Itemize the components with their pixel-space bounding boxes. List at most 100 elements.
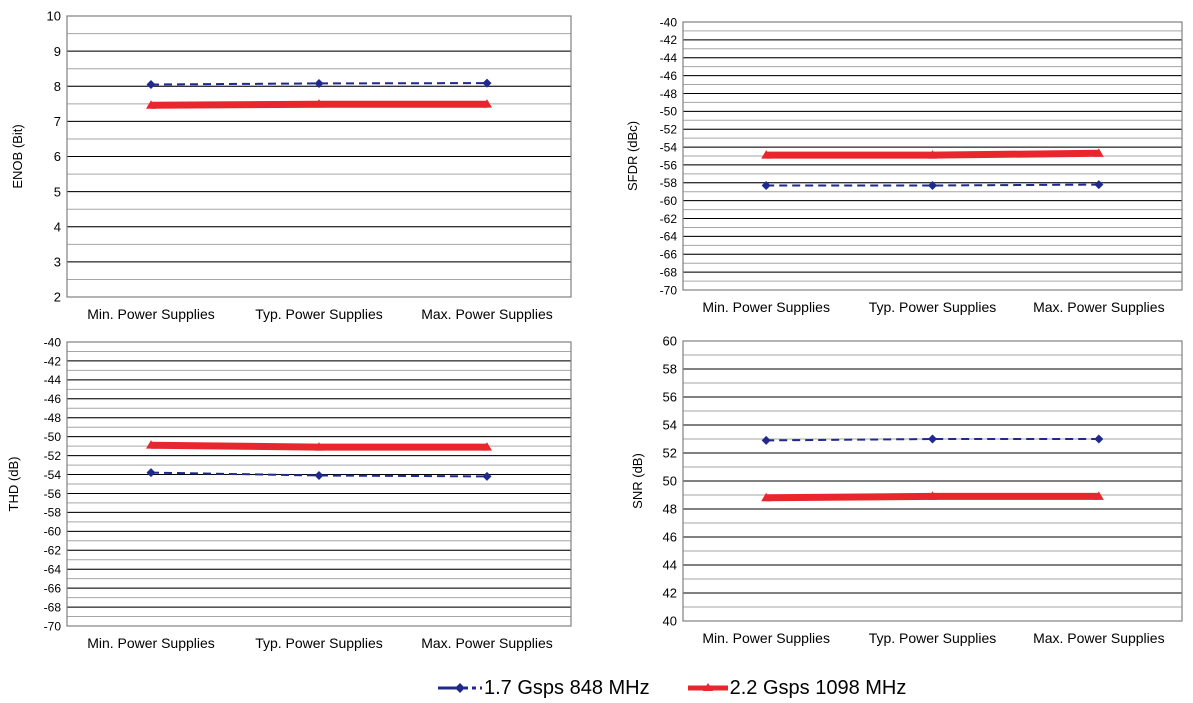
legend: 1.7 Gsps 848 MHz 2.2 Gsps 1098 MHz <box>438 676 944 700</box>
y-tick-label: 58 <box>663 362 677 377</box>
legend-item-series-1: 1.7 Gsps 848 MHz <box>438 677 650 700</box>
y-axis-label: ENOB (Bit) <box>10 124 25 188</box>
series-line-1 <box>766 183 1099 187</box>
y-axis-label: SFDR (dBc) <box>625 121 640 191</box>
x-tick-label: Max. Power Supplies <box>421 306 553 322</box>
y-tick-label: -56 <box>660 158 678 172</box>
y-tick-label: -56 <box>44 487 62 501</box>
y-tick-label: -52 <box>660 123 678 137</box>
y-tick-label: -40 <box>44 335 62 349</box>
y-tick-label: 56 <box>663 390 677 405</box>
legend-marker-triangle-icon <box>687 683 728 691</box>
y-tick-label: -58 <box>660 176 678 190</box>
x-tick-label: Typ. Power Supplies <box>869 299 997 315</box>
y-tick-label: -54 <box>660 140 678 154</box>
data-point-diamond <box>928 180 937 190</box>
data-point-triangle <box>927 150 938 159</box>
data-point-triangle <box>482 99 492 108</box>
data-point-diamond <box>146 468 156 478</box>
y-tick-label: -44 <box>660 51 678 65</box>
x-tick-label: Typ. Power Supplies <box>255 635 383 651</box>
legend-label-series-2: 2.2 Gsps 1098 MHz <box>729 676 907 699</box>
data-point-diamond <box>1094 434 1104 444</box>
y-tick-label: 9 <box>54 44 61 59</box>
chart-1: 2 3 4 5 6 7 8 9 10 Min. Power Supplies Typ. Power … <box>10 9 572 322</box>
legend-marker-diamond-icon <box>438 683 482 693</box>
plot-frame <box>66 15 572 298</box>
y-tick-label: -48 <box>660 87 678 101</box>
data-point-diamond <box>482 471 492 481</box>
data-point-triangle <box>761 150 772 159</box>
x-tick-label: Min. Power Supplies <box>702 630 830 646</box>
data-point-triangle <box>482 442 492 451</box>
y-tick-label: 2 <box>54 290 61 305</box>
x-tick-label: Max. Power Supplies <box>1033 630 1165 646</box>
y-tick-label: 52 <box>663 446 677 461</box>
y-tick-label: -70 <box>660 283 678 297</box>
y-tick-label: -60 <box>44 525 62 539</box>
y-tick-label: -42 <box>660 33 678 47</box>
series-line-1 <box>150 82 488 86</box>
y-tick-label: -68 <box>44 600 62 614</box>
data-point-triangle <box>146 100 156 109</box>
y-tick-label: 50 <box>663 474 677 489</box>
x-tick-label: Min. Power Supplies <box>87 635 215 651</box>
y-tick-label: -50 <box>44 430 62 444</box>
data-point-diamond <box>146 79 156 89</box>
data-point-diamond <box>314 470 324 480</box>
y-tick-label: 40 <box>663 614 677 629</box>
data-point-diamond <box>928 434 937 444</box>
series-line-1 <box>766 438 1099 442</box>
y-tick-label: -44 <box>44 373 62 387</box>
data-point-triangle <box>1093 491 1104 500</box>
plot-frame <box>682 21 1183 291</box>
y-tick-label: -64 <box>660 230 678 244</box>
y-tick-label: -64 <box>44 563 62 577</box>
legend-label-series-1: 1.7 Gsps 848 MHz <box>484 676 650 699</box>
x-tick-label: Min. Power Supplies <box>702 299 830 315</box>
y-tick-label: -70 <box>44 619 62 633</box>
y-tick-label: -62 <box>660 212 678 226</box>
y-tick-label: 4 <box>54 219 61 234</box>
x-tick-label: Max. Power Supplies <box>421 635 553 651</box>
y-tick-label: 8 <box>54 79 61 94</box>
y-tick-label: 6 <box>54 149 61 164</box>
y-tick-label: 42 <box>663 586 677 601</box>
y-tick-label: 48 <box>663 502 677 517</box>
data-point-diamond <box>761 180 771 190</box>
y-tick-label: -46 <box>660 69 678 83</box>
data-point-triangle <box>314 99 324 108</box>
y-tick-label: 3 <box>54 255 61 270</box>
data-point-triangle <box>1093 148 1104 157</box>
y-tick-label: 44 <box>663 558 677 573</box>
y-tick-label: -52 <box>44 449 62 463</box>
chart-2: -70 -68 -66 -64 -62 -60 -58 -56 -54 -52 -50 -48 -46 -… <box>625 15 1183 315</box>
x-tick-label: Typ. Power Supplies <box>869 630 997 646</box>
y-tick-label: -62 <box>44 544 62 558</box>
y-tick-label: 7 <box>54 114 61 129</box>
y-tick-label: 60 <box>663 334 677 349</box>
y-tick-label: -54 <box>44 468 62 482</box>
plot-frame <box>682 340 1183 622</box>
chart-4: 40 42 44 46 48 50 52 54 56 58 60 Min. Power Supplie… <box>630 334 1183 646</box>
data-point-triangle <box>927 491 938 500</box>
y-tick-label: -60 <box>660 194 678 208</box>
series-line-1 <box>150 471 488 478</box>
x-tick-label: Max. Power Supplies <box>1033 299 1165 315</box>
legend-item-series-2: 2.2 Gsps 1098 MHz <box>687 676 907 700</box>
data-point-diamond <box>482 78 492 88</box>
data-point-diamond <box>1094 180 1104 190</box>
y-tick-label: -66 <box>44 581 62 595</box>
y-tick-label: -50 <box>660 105 678 119</box>
y-tick-label: -42 <box>44 354 62 368</box>
plot-frame <box>66 341 572 627</box>
y-tick-label: -40 <box>660 15 678 29</box>
y-tick-label: -48 <box>44 411 62 425</box>
data-point-diamond <box>761 435 771 445</box>
y-tick-label: 10 <box>47 9 61 24</box>
y-tick-label: 54 <box>663 418 677 433</box>
y-tick-label: -58 <box>44 506 62 520</box>
y-tick-label: -46 <box>44 392 62 406</box>
chart-3: -70 -68 -66 -64 -62 -60 -58 -56 -54 -52 -50 -48 -46 -… <box>6 335 572 651</box>
y-axis-label: THD (dB) <box>6 457 21 512</box>
